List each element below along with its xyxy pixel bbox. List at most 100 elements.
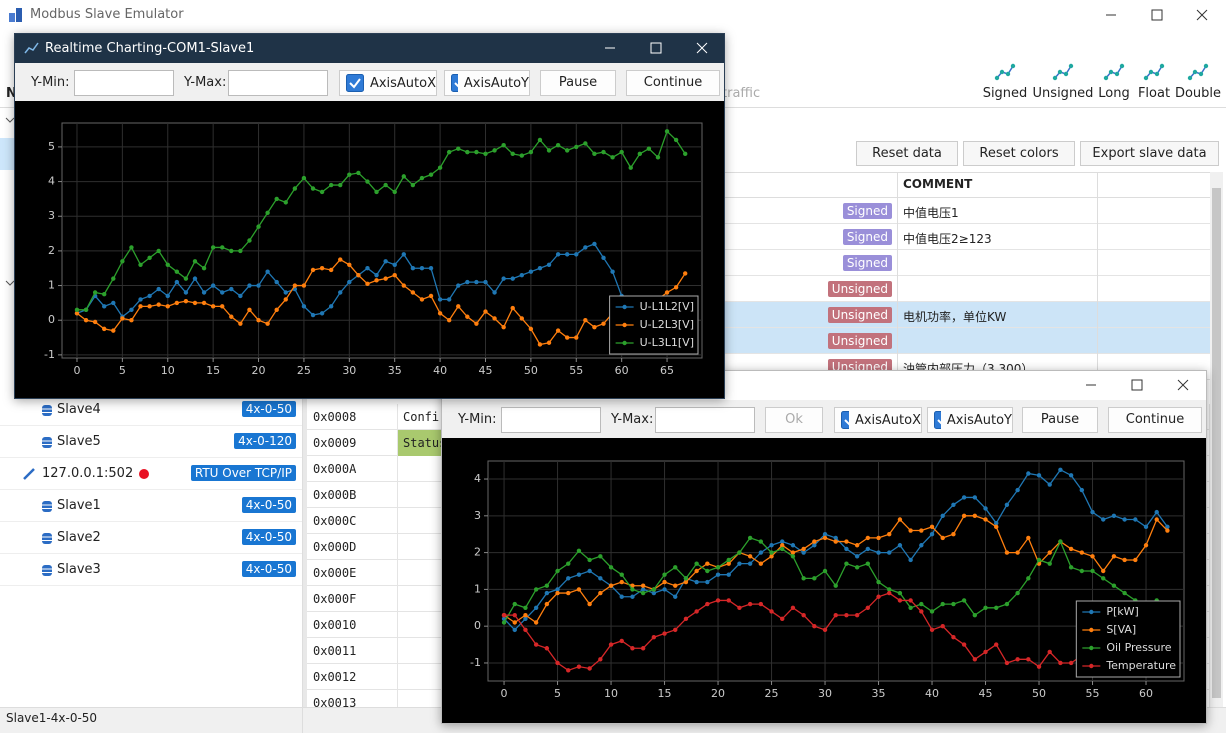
data-point	[492, 290, 496, 294]
cell-divider	[397, 586, 398, 612]
comment-cell: 中值电压1	[903, 204, 959, 221]
toolbar-button[interactable]: Pause	[540, 70, 616, 96]
data-point	[716, 598, 720, 602]
data-point	[801, 613, 805, 617]
legend-label: U-L1L2[V]	[640, 300, 694, 313]
data-point	[941, 602, 945, 606]
text-input[interactable]	[228, 70, 328, 96]
data-point	[547, 341, 551, 345]
action-button[interactable]: Reset colors	[963, 141, 1075, 166]
cell-divider	[397, 482, 398, 508]
x-tick-label: 20	[711, 687, 725, 700]
cell-divider	[397, 560, 398, 586]
legend-swatch	[1089, 610, 1093, 614]
plug	[24, 469, 34, 479]
data-point	[256, 224, 260, 228]
data-point	[727, 558, 731, 562]
tree-item[interactable]: Slave5	[57, 434, 101, 449]
tree-item[interactable]: Slave1	[57, 498, 101, 513]
status-dot	[139, 469, 149, 479]
toolbar-button[interactable]: Continue	[626, 70, 720, 96]
icon-dot	[1155, 72, 1159, 76]
cell-divider	[397, 664, 398, 690]
tree-badge: 4x-0-120	[234, 433, 296, 449]
x-tick-label: 60	[615, 364, 629, 377]
data-point	[193, 259, 197, 263]
data-point	[694, 569, 698, 573]
ribbon-button[interactable]: Double	[1158, 86, 1226, 101]
maximize-button	[1132, 380, 1142, 390]
action-button[interactable]: Export slave data	[1080, 141, 1219, 166]
data-point	[555, 569, 559, 573]
checkbox[interactable]: AxisAutoY	[927, 407, 1013, 433]
legend-label: U-L3L1[V]	[640, 336, 694, 349]
type-badge: Signed	[843, 229, 892, 245]
data-point	[329, 268, 333, 272]
data-point	[919, 543, 923, 547]
icon-dot	[1149, 70, 1153, 74]
tree-item[interactable]: Slave4	[57, 402, 101, 417]
y-tick-label: 0	[474, 619, 481, 632]
data-point	[247, 308, 251, 312]
data-point	[1155, 510, 1159, 514]
action-button[interactable]: Reset data	[856, 141, 958, 166]
data-point	[356, 273, 360, 277]
checkbox[interactable]: AxisAutoY	[444, 70, 530, 96]
tree-badge: RTU Over TCP/IP	[191, 465, 296, 481]
x-tick-label: 55	[569, 364, 583, 377]
data-point	[673, 584, 677, 588]
data-point	[1122, 558, 1126, 562]
ribbon-icon	[1052, 62, 1074, 82]
legend-swatch	[622, 305, 626, 309]
toolbar-button[interactable]: Continue	[1108, 407, 1202, 433]
data-point	[256, 283, 260, 287]
data-point	[665, 129, 669, 133]
checkbox[interactable]: AxisAutoX	[834, 407, 922, 433]
data-point	[534, 587, 538, 591]
text-input[interactable]	[501, 407, 601, 433]
data-point	[1005, 661, 1009, 665]
tree-item[interactable]: 127.0.0.1:502	[42, 466, 149, 481]
data-point	[1015, 550, 1019, 554]
data-point	[705, 569, 709, 573]
x-tick-label: 15	[206, 364, 220, 377]
checkbox[interactable]: AxisAutoX	[339, 70, 437, 96]
data-point	[1165, 528, 1169, 532]
data-point	[329, 304, 333, 308]
toolbar-label: Y-Min:	[458, 412, 497, 427]
data-point	[356, 171, 360, 175]
data-point	[483, 152, 487, 156]
toolbar-button[interactable]: Pause	[1022, 407, 1098, 433]
data-point	[1090, 510, 1094, 514]
data-point	[374, 273, 378, 277]
x-tick-label: 40	[925, 687, 939, 700]
y-tick-label: 1	[48, 279, 55, 292]
tree-item[interactable]: Slave3	[57, 562, 101, 577]
data-point	[823, 628, 827, 632]
text-input[interactable]	[74, 70, 174, 96]
data-point	[919, 602, 923, 606]
data-point	[908, 558, 912, 562]
data-point	[1005, 602, 1009, 606]
register-address: 0x000D	[313, 540, 356, 554]
legend-label: Temperature	[1105, 659, 1176, 672]
data-point	[211, 283, 215, 287]
data-point	[748, 561, 752, 565]
type-badge: Signed	[843, 203, 892, 219]
data-point	[138, 304, 142, 308]
data-point	[620, 595, 624, 599]
scrollbar-thumb[interactable]	[1212, 188, 1221, 698]
data-point	[592, 152, 596, 156]
text-input[interactable]	[655, 407, 755, 433]
data-point	[111, 328, 115, 332]
db	[42, 437, 52, 448]
x-tick-label: 55	[1086, 687, 1100, 700]
data-point	[566, 668, 570, 672]
data-point	[1015, 591, 1019, 595]
tree-badge: 4x-0-50	[242, 497, 296, 513]
data-point	[75, 308, 79, 312]
data-point	[844, 561, 848, 565]
data-point	[855, 543, 859, 547]
data-point	[220, 290, 224, 294]
tree-item[interactable]: Slave2	[57, 530, 101, 545]
